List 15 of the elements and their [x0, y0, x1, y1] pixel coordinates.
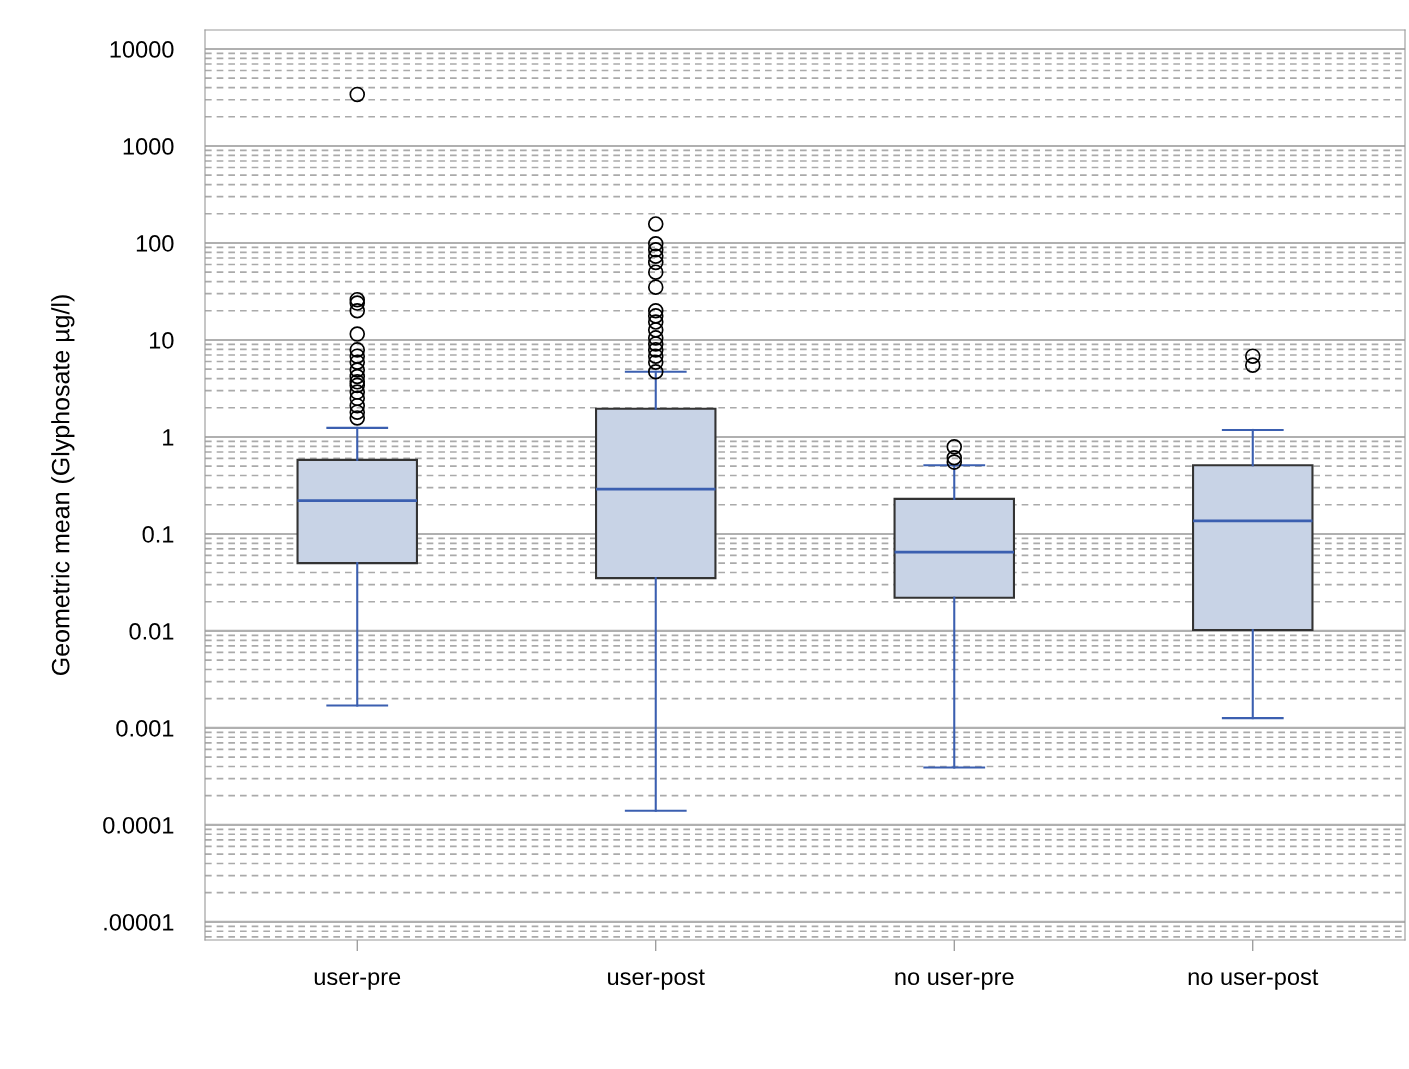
x-tick-label: user-pre	[314, 972, 401, 990]
y-tick-label: 0.0001	[103, 816, 174, 834]
y-tick-label: 100	[136, 235, 174, 252]
y-tick-label: 1	[163, 429, 174, 446]
x-tick-label: user-post	[608, 969, 705, 990]
y-tick-label: 10	[149, 332, 174, 349]
y-axis-title: Geometric mean (Glyphosate µg/l)	[51, 295, 75, 676]
y-tick-label: 1000	[123, 138, 174, 155]
x-tick-label: no user-pre	[895, 972, 1014, 990]
x-tick-label: no user-post	[1188, 969, 1319, 990]
y-tick-label: 0.001	[116, 719, 174, 737]
y-tick-label: 0.01	[129, 622, 174, 640]
y-tick-label: .00001	[104, 913, 174, 931]
y-tick-label: 10000	[110, 41, 174, 58]
y-tick-label: 0.1	[142, 525, 174, 543]
